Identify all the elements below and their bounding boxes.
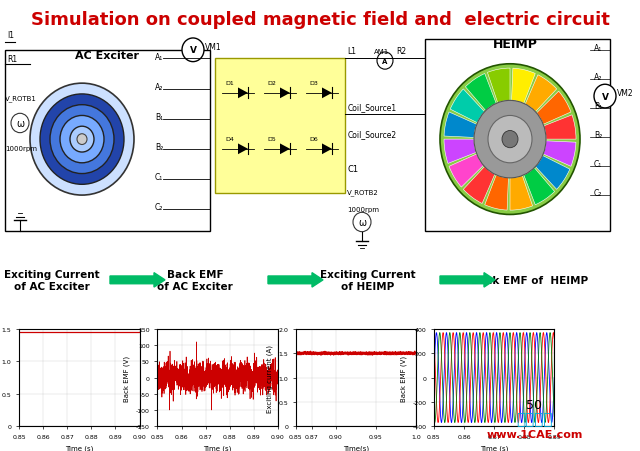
Text: V: V (189, 46, 196, 55)
Text: B₁: B₁ (594, 102, 602, 111)
Text: R1: R1 (7, 55, 17, 64)
Circle shape (70, 127, 94, 153)
Text: D6: D6 (310, 137, 318, 142)
Text: 50: 50 (526, 398, 543, 411)
Y-axis label: Back EMF (V): Back EMF (V) (400, 354, 407, 401)
Circle shape (440, 64, 580, 215)
Text: L1: L1 (347, 47, 356, 56)
Wedge shape (488, 69, 510, 103)
Bar (215, 59, 345, 193)
Circle shape (377, 53, 393, 70)
Text: I1: I1 (7, 31, 14, 40)
Wedge shape (543, 142, 576, 167)
Text: Coil_Source1: Coil_Source1 (348, 103, 397, 112)
Text: C₂: C₂ (594, 189, 602, 198)
FancyArrow shape (110, 273, 165, 287)
Text: HEIMP: HEIMP (493, 38, 538, 51)
Text: Back EMF
of AC Exciter: Back EMF of AC Exciter (157, 269, 233, 291)
Text: D4: D4 (225, 137, 234, 142)
Text: Exciting Current
of HEIMP: Exciting Current of HEIMP (320, 269, 416, 291)
Wedge shape (444, 140, 476, 164)
Wedge shape (444, 113, 477, 138)
Bar (5, 51, 210, 231)
Text: R2: R2 (396, 47, 406, 56)
Text: 仿真在线: 仿真在线 (516, 411, 553, 426)
X-axis label: Time (s): Time (s) (65, 444, 93, 451)
Wedge shape (536, 156, 570, 190)
Text: AM1: AM1 (374, 49, 389, 55)
Text: A₁: A₁ (155, 53, 163, 62)
Text: ω: ω (16, 119, 24, 129)
Text: D1: D1 (226, 81, 234, 86)
Bar (425, 40, 610, 231)
Text: D3: D3 (310, 81, 319, 86)
Text: C₂: C₂ (155, 203, 163, 212)
X-axis label: Time(s): Time(s) (343, 444, 369, 451)
Wedge shape (484, 175, 508, 211)
Wedge shape (544, 115, 576, 140)
Wedge shape (536, 92, 571, 125)
Text: AC Exciter: AC Exciter (75, 51, 139, 61)
Circle shape (488, 116, 532, 163)
Polygon shape (238, 144, 248, 155)
Text: A: A (382, 59, 388, 64)
Text: A₂: A₂ (594, 73, 602, 82)
Circle shape (502, 131, 518, 148)
Text: C₁: C₁ (594, 160, 602, 169)
Polygon shape (280, 88, 290, 99)
Text: C1: C1 (348, 165, 359, 174)
Y-axis label: Back EMF (V): Back EMF (V) (124, 354, 131, 401)
Text: V_ROTB1: V_ROTB1 (5, 95, 37, 102)
X-axis label: Time (s): Time (s) (204, 444, 232, 451)
Circle shape (353, 213, 371, 232)
Text: B₂: B₂ (594, 131, 602, 140)
Circle shape (40, 95, 124, 185)
Circle shape (30, 84, 134, 196)
Circle shape (77, 134, 87, 145)
Text: ω: ω (358, 217, 366, 227)
Wedge shape (525, 76, 557, 112)
Circle shape (594, 85, 616, 109)
Text: C₁: C₁ (155, 173, 163, 182)
Text: A₂: A₂ (155, 83, 163, 92)
Text: VM1: VM1 (205, 43, 221, 52)
Wedge shape (449, 155, 483, 188)
Text: A₁: A₁ (594, 44, 602, 53)
Circle shape (474, 101, 546, 179)
Wedge shape (524, 168, 555, 205)
FancyArrow shape (440, 273, 495, 287)
Wedge shape (465, 74, 496, 111)
Wedge shape (450, 90, 484, 124)
Polygon shape (238, 88, 248, 99)
Text: B₁: B₁ (155, 113, 163, 122)
Polygon shape (322, 88, 332, 99)
Text: Back EMF of  HEIMP: Back EMF of HEIMP (472, 275, 589, 285)
Text: D5: D5 (268, 137, 276, 142)
FancyArrow shape (268, 273, 323, 287)
Wedge shape (463, 167, 495, 204)
Text: V_ROTB2: V_ROTB2 (347, 189, 379, 195)
Circle shape (60, 116, 104, 163)
Text: 1000rpm: 1000rpm (5, 146, 37, 152)
Circle shape (50, 106, 114, 174)
Text: www.1CAE.com: www.1CAE.com (486, 429, 582, 439)
Text: Coil_Source2: Coil_Source2 (348, 129, 397, 138)
Circle shape (11, 114, 29, 133)
Wedge shape (511, 69, 535, 104)
Text: V: V (602, 92, 609, 101)
Text: D2: D2 (268, 81, 276, 86)
Circle shape (182, 39, 204, 63)
Polygon shape (280, 144, 290, 155)
Y-axis label: Exciting current (A): Exciting current (A) (266, 344, 273, 412)
Text: Simulation on coupled magnetic field and  electric circuit: Simulation on coupled magnetic field and… (31, 11, 609, 29)
Text: B₂: B₂ (155, 143, 163, 152)
X-axis label: Time (s): Time (s) (480, 444, 508, 451)
Text: VM2: VM2 (617, 89, 634, 98)
Text: 1000rpm: 1000rpm (347, 207, 379, 213)
Text: Exciting Current
of AC Exciter: Exciting Current of AC Exciter (4, 269, 100, 291)
Wedge shape (510, 176, 532, 211)
Polygon shape (322, 144, 332, 155)
